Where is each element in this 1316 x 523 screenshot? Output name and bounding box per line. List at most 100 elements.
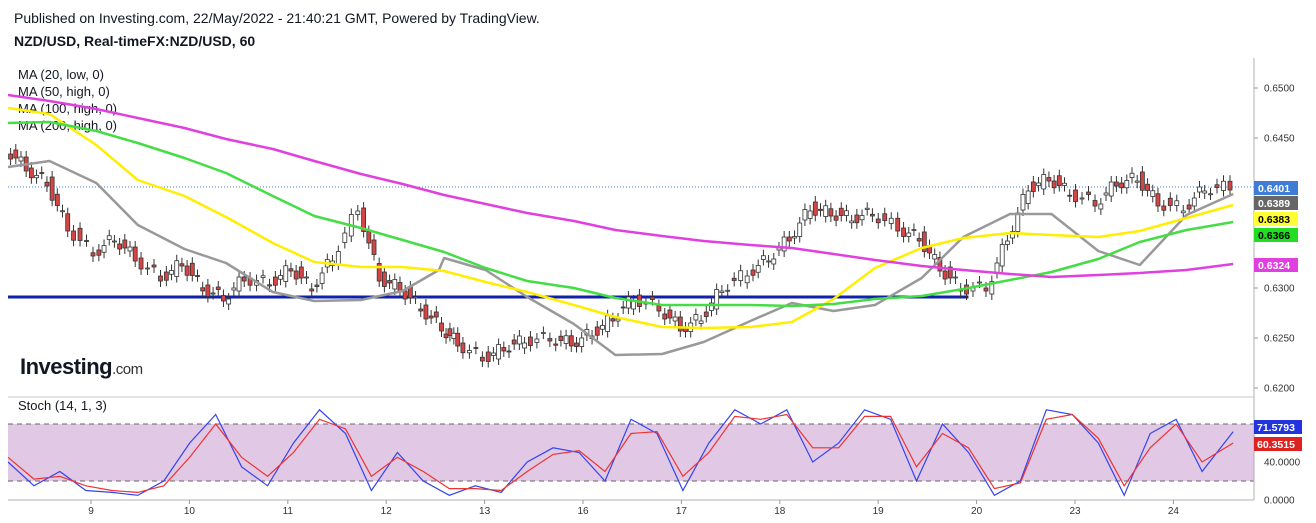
candle-body bbox=[781, 236, 787, 252]
candle-body bbox=[1010, 231, 1015, 239]
candle-body bbox=[522, 342, 527, 349]
candle-body bbox=[937, 257, 943, 272]
candle-body bbox=[1067, 194, 1073, 197]
candle-body bbox=[298, 266, 304, 279]
stoch-pane bbox=[7, 408, 1254, 497]
price-tick-label: 0.6300 bbox=[1264, 284, 1295, 295]
candle-body bbox=[1174, 200, 1180, 206]
candle-body bbox=[231, 287, 237, 291]
candle-body bbox=[423, 304, 429, 320]
candle-body bbox=[179, 263, 185, 267]
candle-body bbox=[833, 215, 839, 221]
candle-body bbox=[1025, 190, 1031, 204]
candle-body bbox=[138, 257, 144, 270]
candle-body bbox=[714, 289, 720, 310]
time-tick-label: 12 bbox=[381, 506, 393, 517]
candle-body bbox=[568, 335, 574, 347]
candle-body bbox=[485, 351, 491, 362]
legend-ma50[interactable]: MA (50, high, 0) bbox=[18, 84, 110, 99]
candle-body bbox=[615, 318, 621, 322]
candle-body bbox=[859, 215, 865, 221]
price-badge bbox=[1254, 228, 1298, 242]
candle-body bbox=[667, 309, 673, 319]
candle-body bbox=[1073, 189, 1078, 202]
candle-body bbox=[1051, 180, 1057, 189]
candle-body bbox=[828, 208, 834, 217]
candle-body bbox=[397, 282, 403, 292]
candle-body bbox=[540, 332, 546, 334]
candle-body bbox=[755, 265, 761, 273]
candle-body bbox=[870, 213, 875, 217]
candle-body bbox=[39, 172, 45, 174]
candle-body bbox=[1119, 182, 1125, 189]
candle-body bbox=[693, 314, 699, 321]
candle-body bbox=[169, 270, 174, 275]
candle-body bbox=[293, 270, 299, 280]
candle-body bbox=[838, 207, 844, 216]
candle-body bbox=[1103, 192, 1109, 196]
candle-body bbox=[1020, 194, 1026, 211]
candle-body bbox=[49, 176, 55, 201]
candle-body bbox=[387, 280, 392, 284]
price-badge-value: 0.6389 bbox=[1258, 198, 1290, 210]
candle-body bbox=[366, 231, 372, 244]
candle-body bbox=[314, 284, 320, 287]
candle-body bbox=[1036, 182, 1041, 186]
candle-body bbox=[864, 207, 870, 210]
candle-body bbox=[875, 218, 881, 224]
candle-body bbox=[226, 298, 232, 305]
candle-body bbox=[947, 266, 953, 279]
candle-body bbox=[888, 217, 894, 224]
price-badge bbox=[1254, 212, 1298, 226]
symbol-title: NZD/USD, Real-timeFX:NZD/USD, 60 bbox=[14, 33, 256, 49]
candle-body bbox=[1086, 191, 1091, 195]
candle-body bbox=[467, 350, 472, 354]
candle-body bbox=[335, 251, 341, 265]
candle-body bbox=[1015, 212, 1021, 232]
candle-body bbox=[1098, 203, 1104, 210]
price-badge bbox=[1254, 258, 1298, 272]
candle-body bbox=[479, 356, 485, 362]
candle-body bbox=[44, 181, 50, 187]
candle-body bbox=[65, 213, 71, 232]
candle-body bbox=[319, 272, 325, 284]
candle-body bbox=[626, 296, 631, 309]
stoch-title[interactable]: Stoch (14, 1, 3) bbox=[18, 398, 107, 413]
candle-body bbox=[916, 238, 922, 242]
candle-body bbox=[600, 325, 605, 330]
candle-body bbox=[818, 208, 823, 211]
candle-body bbox=[28, 167, 34, 179]
candle-body bbox=[200, 287, 206, 292]
candle-body bbox=[547, 338, 553, 342]
candle-body bbox=[1197, 186, 1202, 193]
stoch-tick-label: 0.0000 bbox=[1264, 496, 1295, 507]
candle-body bbox=[528, 336, 533, 346]
candle-body bbox=[605, 315, 611, 332]
stoch-d-line bbox=[7, 413, 1234, 494]
candle-body bbox=[672, 316, 678, 322]
candle-body bbox=[455, 332, 461, 347]
candle-body bbox=[460, 342, 466, 354]
candle-body bbox=[844, 210, 849, 216]
candle-body bbox=[895, 217, 901, 232]
candle-body bbox=[1191, 197, 1197, 207]
candle-body bbox=[77, 227, 83, 241]
candle-body bbox=[744, 275, 750, 284]
time-tick-label: 9 bbox=[88, 506, 94, 517]
price-badge-value: 0.6401 bbox=[1258, 183, 1290, 195]
candle-body bbox=[1155, 193, 1161, 207]
candle-body bbox=[1134, 180, 1140, 183]
candle-body bbox=[496, 344, 502, 360]
candle-body bbox=[1161, 205, 1167, 211]
candle-body bbox=[650, 296, 655, 300]
candle-body bbox=[1167, 197, 1173, 206]
candle-body bbox=[610, 318, 616, 322]
candle-body bbox=[574, 342, 579, 347]
legend-ma20[interactable]: MA (20, low, 0) bbox=[18, 67, 104, 82]
candle-body bbox=[1221, 180, 1226, 191]
candle-body bbox=[1145, 183, 1150, 191]
candle-body bbox=[1079, 197, 1085, 200]
time-tick-label: 19 bbox=[873, 506, 885, 517]
candle-body bbox=[174, 260, 180, 277]
